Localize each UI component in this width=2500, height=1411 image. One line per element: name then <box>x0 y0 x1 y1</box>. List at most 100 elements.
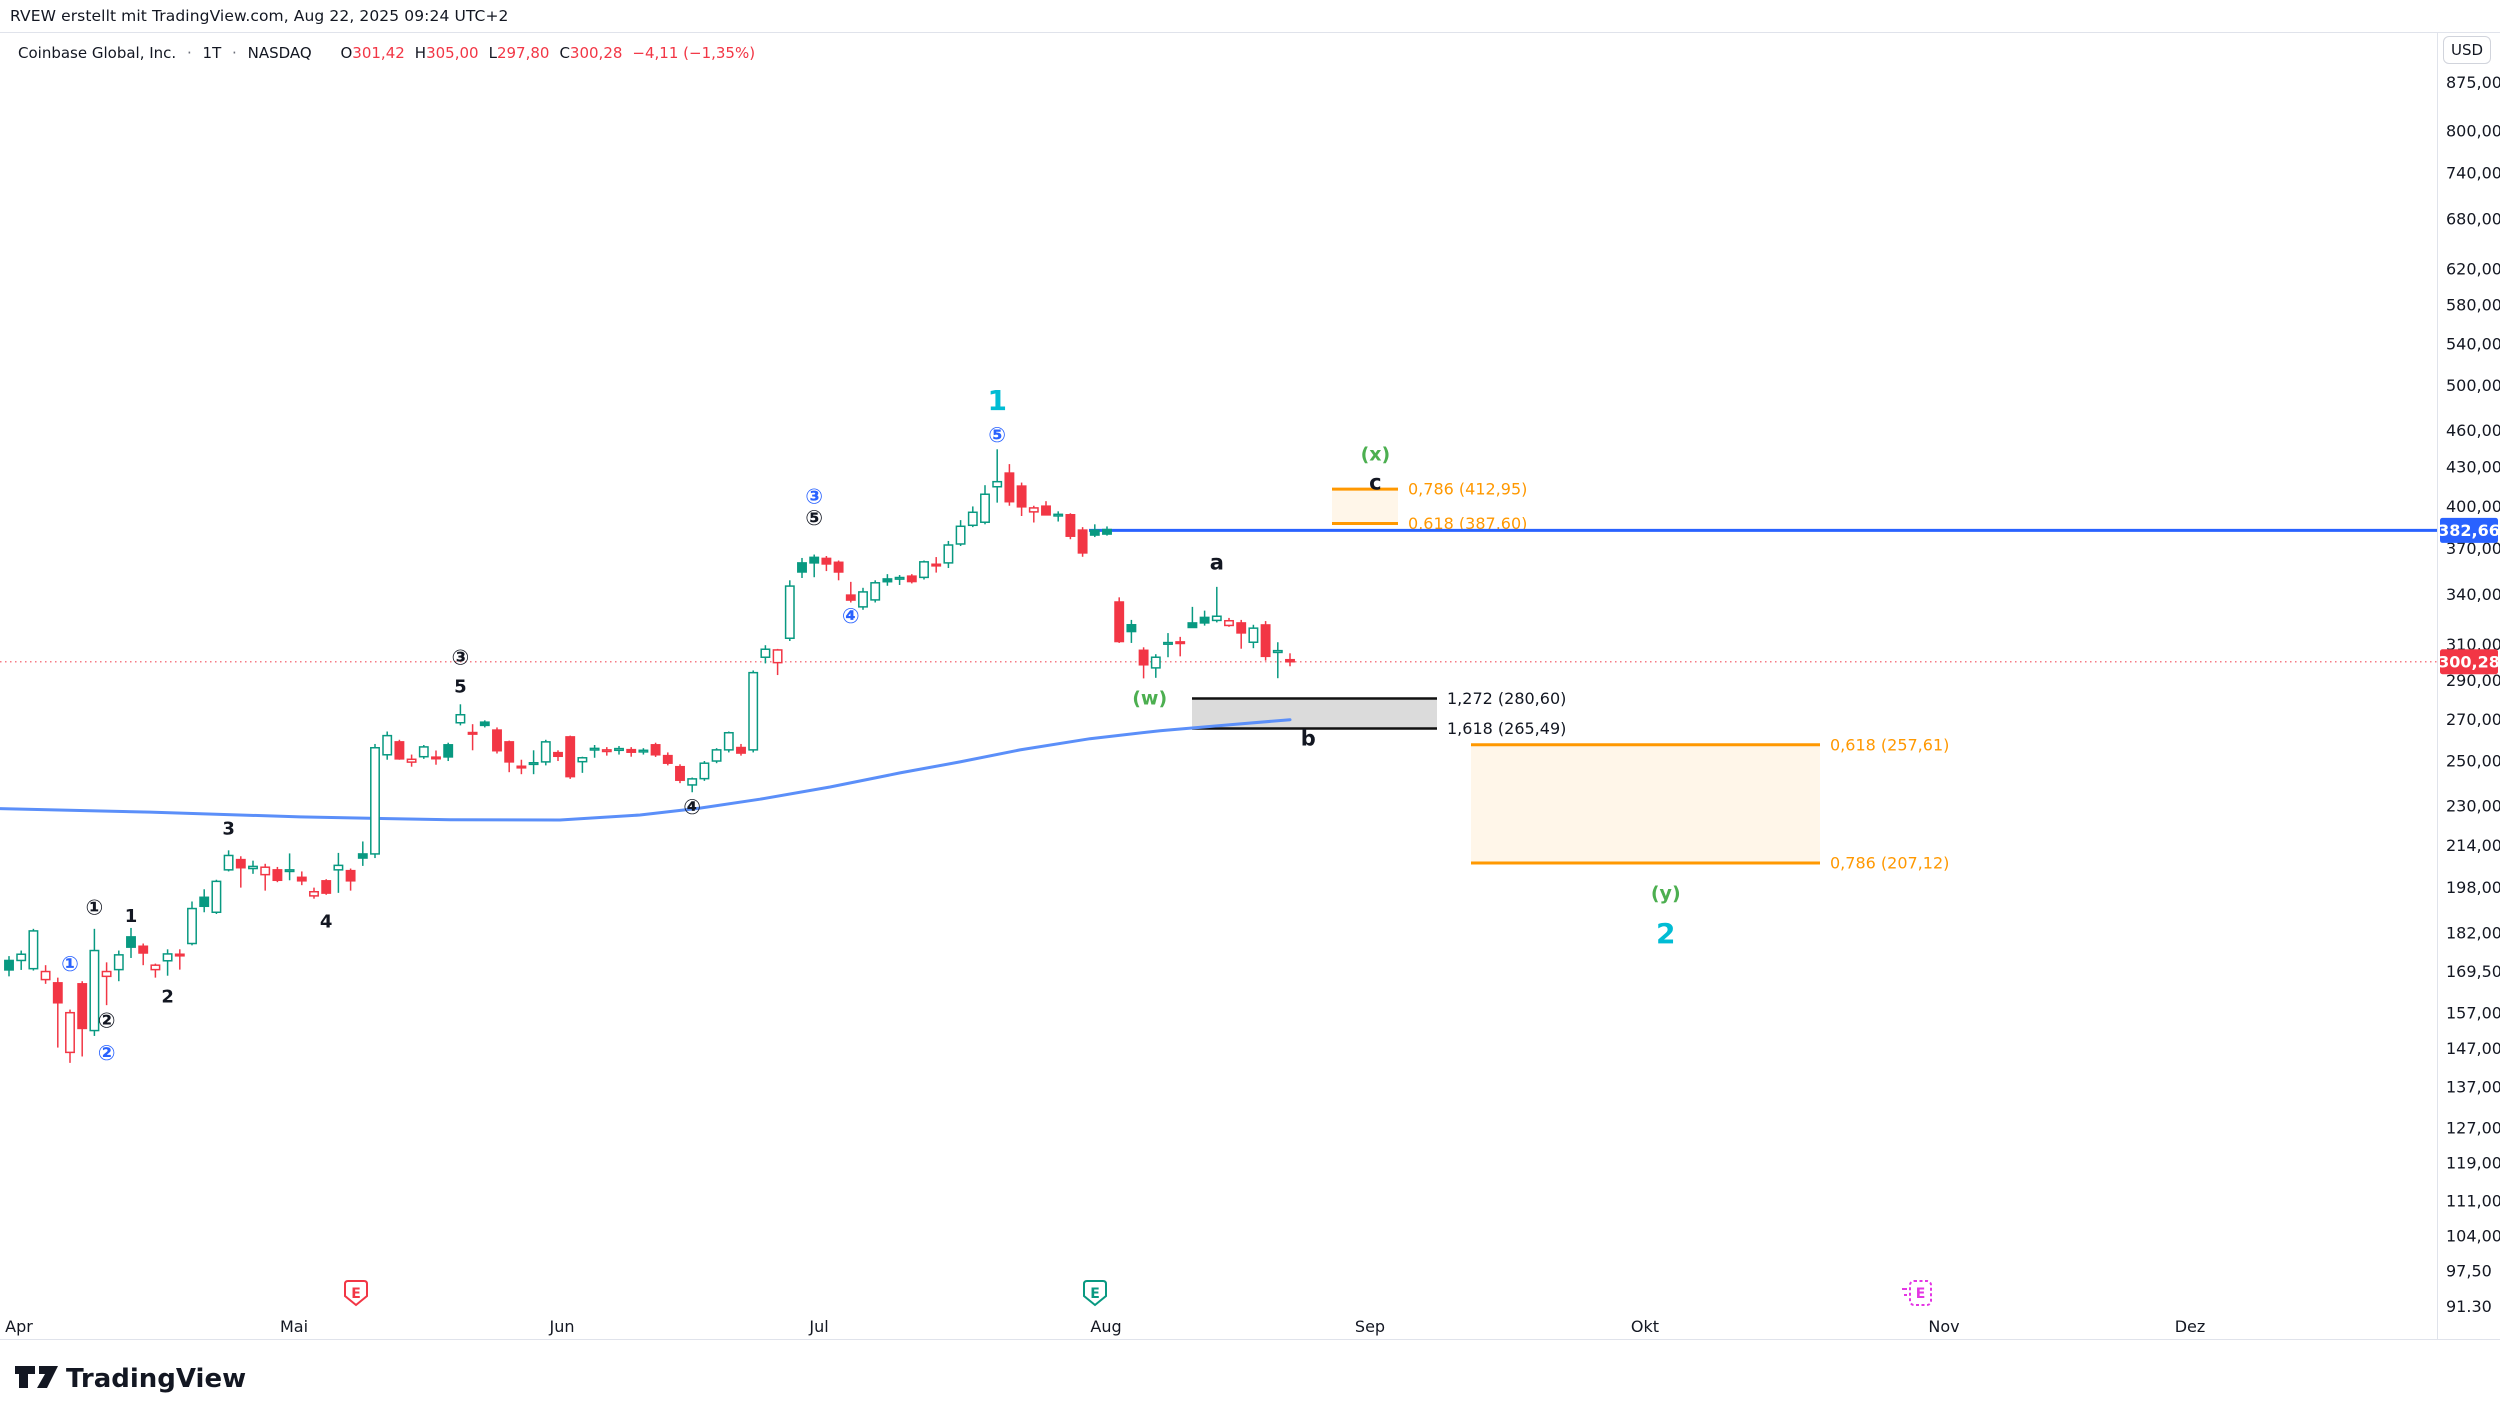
open-value: 301,42 <box>352 44 405 62</box>
candle-body <box>687 778 698 786</box>
price-tick[interactable]: 137,00 <box>2446 1077 2500 1096</box>
wave-label[interactable]: (x) <box>1361 443 1391 465</box>
wave-label[interactable]: ④ <box>683 795 701 819</box>
price-tick[interactable]: 500,00 <box>2446 376 2500 395</box>
legend-separator: · <box>186 44 192 62</box>
price-tick[interactable]: 147,00 <box>2446 1039 2500 1058</box>
wave-label[interactable]: ② <box>98 1041 116 1065</box>
price-tick[interactable]: 540,00 <box>2446 334 2500 353</box>
month-label[interactable]: Aug <box>1090 1317 1121 1336</box>
wave-label[interactable]: ⑤ <box>805 506 823 530</box>
earnings-badge[interactable] <box>1083 1280 1107 1307</box>
candle-body <box>675 765 685 781</box>
candle-body <box>736 746 746 754</box>
price-tick[interactable]: 310,00 <box>2446 635 2500 654</box>
wave-label[interactable]: ② <box>98 1009 116 1033</box>
price-tick[interactable]: 875,00 <box>2446 73 2500 92</box>
price-tick[interactable]: 430,00 <box>2446 458 2500 477</box>
earnings-badge[interactable] <box>344 1280 368 1307</box>
symbol-legend[interactable]: Coinbase Global, Inc. · 1T · NASDAQ O301… <box>18 44 755 62</box>
candle-body <box>199 896 210 908</box>
candle-body <box>833 561 844 573</box>
price-tick[interactable]: 119,00 <box>2446 1154 2500 1173</box>
candle-body <box>1028 507 1039 513</box>
wave-label[interactable]: c <box>1369 470 1381 494</box>
wave-label[interactable]: ⑤ <box>988 423 1006 447</box>
wave-label[interactable]: 2 <box>161 987 174 1008</box>
price-tick[interactable]: 97,50 <box>2446 1262 2492 1281</box>
month-label[interactable]: Sep <box>1355 1317 1385 1336</box>
month-label[interactable]: Dez <box>2175 1317 2206 1336</box>
price-tick[interactable]: 230,00 <box>2446 797 2500 816</box>
candle-body <box>797 562 807 573</box>
wave-label[interactable]: a <box>1210 551 1224 575</box>
price-tick[interactable]: 740,00 <box>2446 164 2500 183</box>
candle-body <box>1041 505 1051 516</box>
fib-retracement-x-area[interactable] <box>1332 489 1398 524</box>
candle-body <box>1199 616 1210 624</box>
price-tick[interactable]: 127,00 <box>2446 1118 2500 1137</box>
candle-body <box>504 741 515 763</box>
fib-retracement-y-area[interactable] <box>1471 744 1820 863</box>
price-tick[interactable]: 580,00 <box>2446 296 2500 315</box>
tradingview-logo-mark-7 <box>37 1366 58 1388</box>
price-tick[interactable]: 340,00 <box>2446 585 2500 604</box>
month-label[interactable]: Mai <box>280 1317 308 1336</box>
candle-body <box>748 671 759 751</box>
price-tick[interactable]: 91.30 <box>2446 1297 2492 1316</box>
month-label[interactable]: Okt <box>1631 1317 1659 1336</box>
wave-label[interactable]: ③ <box>805 484 823 508</box>
price-tick[interactable]: 169,50 <box>2446 962 2500 981</box>
price-tick[interactable]: 111,00 <box>2446 1191 2500 1210</box>
candle-body <box>565 736 576 778</box>
price-tick[interactable]: 250,00 <box>2446 752 2500 771</box>
fib-retracement-x-label: 0,618 (387,60) <box>1408 514 1527 533</box>
candle-body <box>1260 624 1271 658</box>
currency-unit-button[interactable]: USD <box>2443 36 2491 64</box>
wave-label[interactable]: 4 <box>320 912 333 933</box>
wave-label[interactable]: (w) <box>1132 688 1167 710</box>
wave-label[interactable]: ① <box>86 895 104 919</box>
candle-body <box>1150 656 1161 669</box>
candle-body <box>321 880 332 894</box>
wave-label[interactable]: ③ <box>452 645 470 669</box>
wave-label[interactable]: (y) <box>1651 883 1681 905</box>
price-tick[interactable]: 182,00 <box>2446 923 2500 942</box>
fib-retracement-y-label: 0,786 (207,12) <box>1830 853 1949 872</box>
wave-label[interactable]: 2 <box>1656 917 1675 950</box>
price-tick[interactable]: 370,00 <box>2446 539 2500 558</box>
price-tick[interactable]: 460,00 <box>2446 421 2500 440</box>
price-tick[interactable]: 214,00 <box>2446 836 2500 855</box>
candle-body <box>394 741 405 760</box>
current-price-pill <box>2440 649 2498 675</box>
price-tick[interactable]: 290,00 <box>2446 671 2500 690</box>
price-tick[interactable]: 800,00 <box>2446 121 2500 140</box>
month-label[interactable]: Jul <box>808 1317 828 1336</box>
earnings-badge-estimated[interactable] <box>1909 1280 1932 1306</box>
wave-label[interactable]: ① <box>61 952 79 976</box>
tradingview-logo[interactable]: TradingView <box>0 1340 400 1400</box>
price-tick[interactable]: 270,00 <box>2446 710 2500 729</box>
legend-separator: · <box>232 44 237 62</box>
month-label[interactable]: Jun <box>549 1317 575 1336</box>
wave-label[interactable]: b <box>1301 726 1316 750</box>
month-label[interactable]: Apr <box>5 1317 33 1336</box>
candle-body <box>418 746 429 758</box>
price-tick[interactable]: 157,00 <box>2446 1004 2500 1023</box>
candle-body <box>1285 658 1295 663</box>
wave-label[interactable]: 5 <box>454 677 467 698</box>
wave-label[interactable]: 1 <box>987 384 1006 417</box>
candle-body <box>1163 641 1173 645</box>
month-label[interactable]: Nov <box>1928 1317 1959 1336</box>
price-tick[interactable]: 104,00 <box>2446 1227 2500 1246</box>
price-tick[interactable]: 680,00 <box>2446 209 2500 228</box>
candle-body <box>492 729 502 752</box>
price-tick[interactable]: 400,00 <box>2446 497 2500 516</box>
candle-body <box>967 511 978 527</box>
price-tick[interactable]: 198,00 <box>2446 878 2500 897</box>
price-tick[interactable]: 620,00 <box>2446 260 2500 279</box>
wave-label[interactable]: 1 <box>125 906 138 927</box>
wave-label[interactable]: ④ <box>842 604 860 628</box>
wave-label[interactable]: 3 <box>222 818 235 839</box>
